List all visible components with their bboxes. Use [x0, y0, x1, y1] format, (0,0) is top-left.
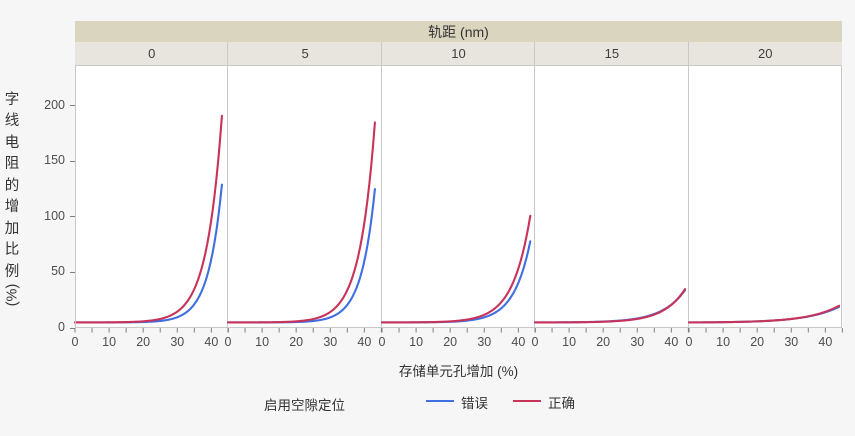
svg-text:0: 0 — [532, 335, 539, 349]
svg-text:40: 40 — [665, 335, 679, 349]
svg-text:30: 30 — [631, 335, 645, 349]
svg-text:30: 30 — [170, 335, 184, 349]
svg-text:20: 20 — [750, 335, 764, 349]
svg-text:10: 10 — [716, 335, 730, 349]
svg-text:0: 0 — [378, 335, 385, 349]
svg-text:20: 20 — [290, 335, 304, 349]
svg-text:0: 0 — [72, 335, 79, 349]
svg-text:20: 20 — [136, 335, 150, 349]
svg-text:10: 10 — [562, 335, 576, 349]
svg-text:40: 40 — [511, 335, 525, 349]
svg-text:20: 20 — [443, 335, 457, 349]
svg-text:30: 30 — [784, 335, 798, 349]
svg-text:10: 10 — [409, 335, 423, 349]
svg-text:10: 10 — [102, 335, 116, 349]
svg-text:40: 40 — [818, 335, 832, 349]
svg-text:40: 40 — [204, 335, 218, 349]
svg-text:30: 30 — [324, 335, 338, 349]
svg-text:40: 40 — [358, 335, 372, 349]
svg-text:20: 20 — [596, 335, 610, 349]
svg-text:10: 10 — [256, 335, 270, 349]
svg-text:0: 0 — [685, 335, 692, 349]
svg-text:30: 30 — [477, 335, 491, 349]
svg-text:0: 0 — [225, 335, 232, 349]
